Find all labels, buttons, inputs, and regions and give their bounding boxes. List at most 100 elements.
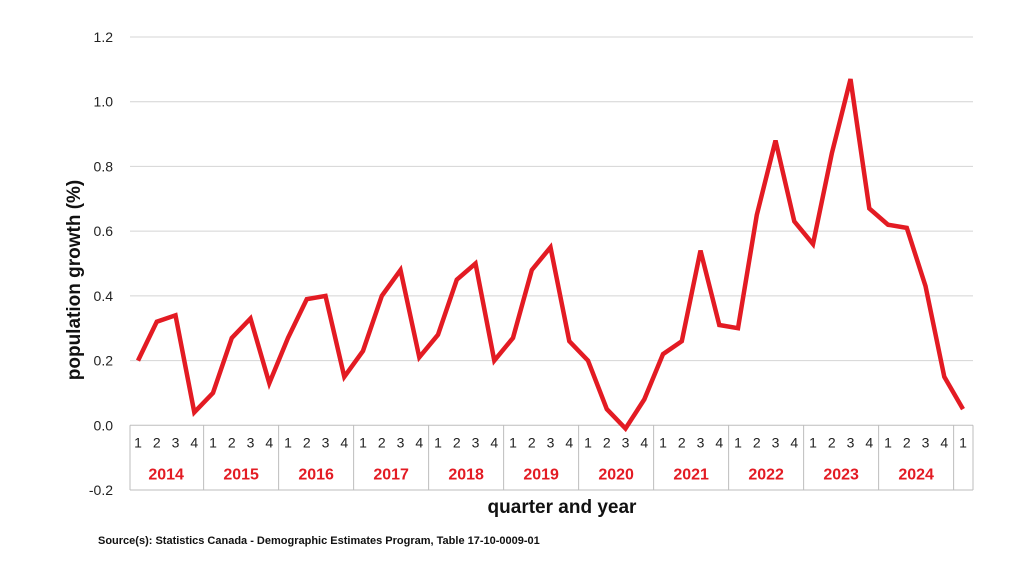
data-point bbox=[343, 375, 346, 378]
y-tick-label: 0.4 bbox=[94, 288, 114, 304]
quarter-tick-label: 2 bbox=[903, 434, 911, 450]
quarter-tick-label: 1 bbox=[284, 434, 292, 450]
quarter-tick-label: 2 bbox=[453, 434, 461, 450]
year-label: 2022 bbox=[748, 466, 784, 483]
data-point bbox=[155, 320, 158, 323]
data-point bbox=[943, 375, 946, 378]
y-tick-label: 1.0 bbox=[94, 94, 114, 110]
data-point bbox=[718, 323, 721, 326]
data-point bbox=[737, 327, 740, 330]
data-point bbox=[849, 78, 852, 81]
quarter-tick-label: 4 bbox=[565, 434, 573, 450]
data-point bbox=[287, 336, 290, 339]
quarter-tick-label: 1 bbox=[584, 434, 592, 450]
quarter-tick-label: 1 bbox=[434, 434, 442, 450]
source-note: Source(s): Statistics Canada - Demograph… bbox=[98, 535, 540, 547]
quarter-tick-label: 4 bbox=[490, 434, 498, 450]
data-point bbox=[774, 139, 777, 142]
year-label: 2019 bbox=[523, 466, 559, 483]
data-point bbox=[137, 359, 140, 362]
data-point bbox=[530, 268, 533, 271]
year-label: 2014 bbox=[148, 466, 184, 483]
quarter-tick-label: 1 bbox=[134, 434, 142, 450]
quarter-tick-label: 1 bbox=[659, 434, 667, 450]
quarter-tick-label: 3 bbox=[472, 434, 480, 450]
data-point bbox=[249, 317, 252, 320]
data-point bbox=[474, 262, 477, 265]
data-point bbox=[437, 333, 440, 336]
quarter-tick-label: 2 bbox=[828, 434, 836, 450]
quarter-tick-label: 1 bbox=[509, 434, 517, 450]
y-tick-label: 0.0 bbox=[94, 417, 114, 433]
y-tick-label: 0.6 bbox=[94, 223, 114, 239]
data-point bbox=[605, 408, 608, 411]
y-tick-label: 1.2 bbox=[94, 29, 114, 45]
y-tick-label: 0.8 bbox=[94, 158, 114, 174]
data-point bbox=[812, 243, 815, 246]
quarter-tick-label: 3 bbox=[397, 434, 405, 450]
quarter-tick-label: 2 bbox=[603, 434, 611, 450]
data-point bbox=[924, 285, 927, 288]
quarter-tick-label: 2 bbox=[378, 434, 386, 450]
quarter-tick-label: 4 bbox=[715, 434, 723, 450]
quarter-tick-label: 4 bbox=[265, 434, 273, 450]
quarter-tick-label: 4 bbox=[340, 434, 348, 450]
data-point bbox=[568, 340, 571, 343]
year-label: 2017 bbox=[373, 466, 409, 483]
quarter-tick-label: 1 bbox=[884, 434, 892, 450]
data-point bbox=[380, 294, 383, 297]
data-point bbox=[362, 349, 365, 352]
quarter-tick-label: 4 bbox=[640, 434, 648, 450]
data-point bbox=[493, 359, 496, 362]
data-point bbox=[680, 340, 683, 343]
year-label: 2016 bbox=[298, 466, 334, 483]
quarter-tick-label: 2 bbox=[303, 434, 311, 450]
quarter-tick-label: 1 bbox=[209, 434, 217, 450]
year-label: 2018 bbox=[448, 466, 484, 483]
data-point bbox=[905, 226, 908, 229]
data-point bbox=[418, 356, 421, 359]
quarter-tick-label: 2 bbox=[753, 434, 761, 450]
quarter-tick-label: 3 bbox=[247, 434, 255, 450]
quarter-tick-label: 4 bbox=[940, 434, 948, 450]
quarter-tick-label: 4 bbox=[190, 434, 198, 450]
quarter-tick-label: 4 bbox=[790, 434, 798, 450]
data-point bbox=[699, 249, 702, 252]
quarter-tick-label: 2 bbox=[678, 434, 686, 450]
y-axis-title: population growth (%) bbox=[64, 180, 85, 381]
quarter-tick-label: 4 bbox=[865, 434, 873, 450]
data-point bbox=[268, 382, 271, 385]
data-point bbox=[512, 336, 515, 339]
year-label: 2023 bbox=[823, 466, 859, 483]
data-point bbox=[174, 314, 177, 317]
data-point bbox=[399, 268, 402, 271]
data-point bbox=[305, 298, 308, 301]
year-label: 2021 bbox=[673, 466, 709, 483]
series-line bbox=[135, 78, 965, 433]
data-point bbox=[887, 223, 890, 226]
data-point bbox=[193, 411, 196, 414]
quarter-tick-label: 1 bbox=[959, 434, 967, 450]
quarter-tick-label: 2 bbox=[528, 434, 536, 450]
quarter-tick-label: 3 bbox=[622, 434, 630, 450]
quarter-tick-label: 3 bbox=[847, 434, 855, 450]
quarter-tick-label: 1 bbox=[734, 434, 742, 450]
year-label: 2015 bbox=[223, 466, 259, 483]
data-point bbox=[212, 391, 215, 394]
quarter-tick-label: 3 bbox=[172, 434, 180, 450]
quarter-tick-label: 3 bbox=[772, 434, 780, 450]
quarter-tick-label: 3 bbox=[547, 434, 555, 450]
data-point bbox=[324, 294, 327, 297]
gridlines bbox=[130, 36, 973, 362]
y-tick-label: -0.2 bbox=[89, 482, 113, 498]
quarter-tick-label: 3 bbox=[697, 434, 705, 450]
data-point bbox=[662, 353, 665, 356]
quarter-tick-label: 3 bbox=[322, 434, 330, 450]
data-point bbox=[230, 336, 233, 339]
y-axis: -0.2 0.0 0.2 0.4 0.6 0.8 1.0 1.2 bbox=[89, 29, 113, 498]
quarter-tick-label: 1 bbox=[809, 434, 817, 450]
data-point bbox=[624, 427, 627, 430]
year-label: 2020 bbox=[598, 466, 634, 483]
y-tick-label: 0.2 bbox=[94, 353, 114, 369]
